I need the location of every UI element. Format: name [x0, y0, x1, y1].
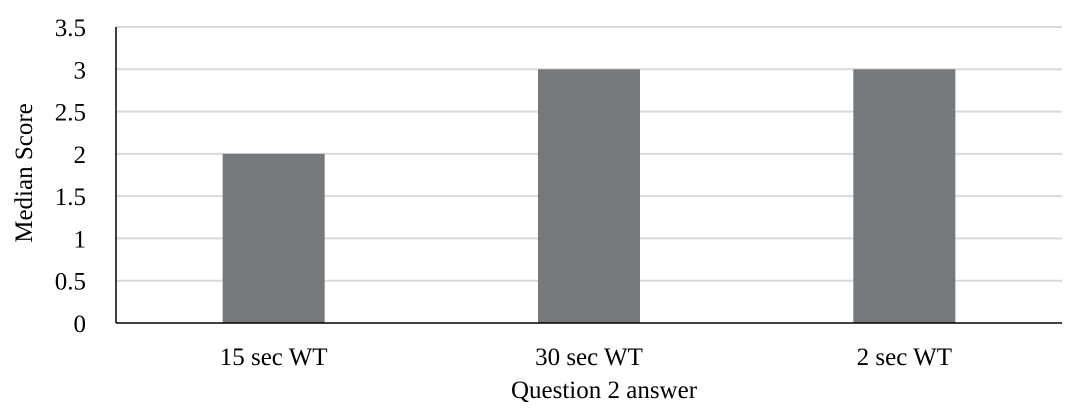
bar — [222, 153, 325, 323]
bars — [222, 69, 956, 324]
y-tick-label: 2.5 — [55, 100, 86, 127]
y-tick-label: 2 — [74, 142, 87, 169]
y-tick-label: 0.5 — [55, 269, 86, 296]
y-tick-labels: 0 0.5 1 1.5 2 2.5 3 3.5 — [55, 15, 86, 338]
y-axis-title: Median Score — [11, 103, 38, 243]
y-tick-label: 1 — [74, 226, 87, 253]
axes — [115, 27, 1062, 324]
y-tick-label: 0 — [74, 311, 87, 338]
x-category-label: 30 sec WT — [535, 344, 643, 371]
y-tick-label: 3 — [74, 57, 87, 84]
bar — [853, 69, 956, 324]
x-category-label: 2 sec WT — [857, 344, 952, 371]
x-category-labels: 15 sec WT 30 sec WT 2 sec WT — [220, 344, 952, 371]
x-axis-title: Question 2 answer — [511, 377, 698, 404]
x-category-label: 15 sec WT — [220, 344, 328, 371]
bar — [538, 69, 640, 324]
y-tick-label: 1.5 — [55, 184, 86, 211]
y-tick-label: 3.5 — [55, 15, 86, 42]
